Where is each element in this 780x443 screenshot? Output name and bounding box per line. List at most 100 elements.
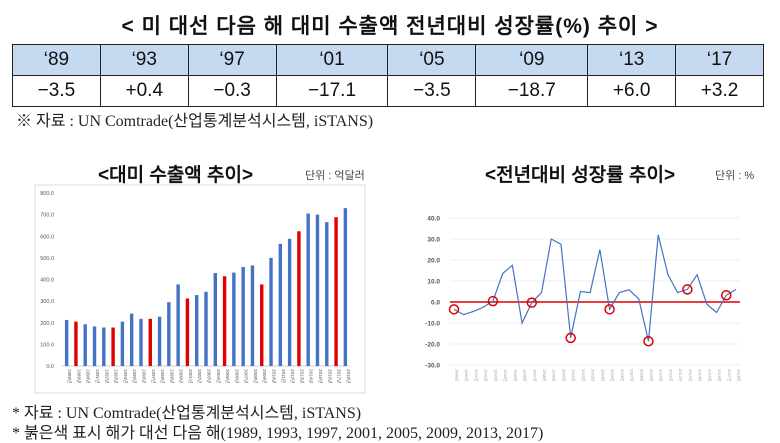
highlight-marker [721, 290, 732, 301]
table-value-cell: +0.4 [99, 75, 189, 107]
x-tick-label: 2009년 [649, 369, 655, 382]
x-tick-label: 1991년 [95, 369, 101, 383]
bar [241, 266, 245, 366]
x-tick-label: 2017년 [727, 369, 733, 382]
x-tick-label: 1998년 [542, 369, 548, 382]
bar [148, 318, 152, 366]
bar-chart-title: <대미 수출액 추이> [98, 165, 254, 186]
bar [334, 217, 338, 366]
growth-table: ‘89 ‘93 ‘97 ‘01 ‘05 ‘09 ‘13 ‘17 −3.5 +0.4 −0.3 −17… [12, 44, 764, 107]
x-tick-label: 2016년 [327, 369, 333, 383]
x-tick-label: 2018년 [346, 369, 352, 383]
bar [204, 291, 208, 366]
y-tick-label: 600.0 [40, 234, 54, 240]
x-tick-label: 1995년 [132, 369, 138, 383]
bar [213, 273, 217, 366]
bar [129, 313, 134, 366]
bar [195, 295, 199, 366]
x-tick-label: 2001년 [188, 369, 194, 383]
table-year-cell: ‘97 [187, 44, 277, 76]
x-tick-label: 1989년 [455, 369, 461, 382]
x-tick-label: 1996년 [523, 369, 529, 382]
x-tick-label: 2004년 [216, 369, 222, 383]
bar [74, 321, 78, 366]
x-tick-label: 2007년 [630, 369, 636, 382]
x-tick-label: 2002년 [197, 369, 203, 383]
bar [139, 318, 143, 366]
table-year-cell: ‘17 [675, 44, 764, 76]
x-tick-label: 2007년 [244, 369, 250, 383]
x-tick-label: 1990년 [464, 369, 470, 382]
bar [343, 208, 348, 366]
bar [250, 265, 255, 366]
x-tick-label: 2002년 [581, 369, 587, 382]
x-tick-label: 1990년 [86, 369, 92, 383]
bar-chart-unit: 단위 : 억달러 [305, 170, 365, 182]
highlight-marker [448, 304, 460, 315]
x-tick-label: 1994년 [123, 369, 129, 383]
bar [278, 243, 283, 366]
x-tick-label: 2006년 [234, 369, 240, 383]
table-value-cell: −18.7 [475, 75, 589, 107]
x-tick-label: 2015년 [707, 369, 713, 382]
x-tick-label: 1996년 [141, 369, 147, 383]
x-tick-label: 1993년 [114, 369, 120, 383]
x-tick-label: 2011년 [281, 369, 287, 383]
x-tick-label: 1991년 [474, 369, 480, 382]
x-tick-label: 1993년 [493, 369, 499, 382]
footnote-source: * 자료 : UN Comtrade(산업통계분석시스템, iSTANS) [12, 405, 362, 422]
x-tick-label: 2000년 [561, 369, 567, 382]
x-tick-label: 2017년 [337, 369, 343, 383]
table-year-cell: ‘89 [12, 44, 101, 76]
x-tick-label: 2012년 [290, 369, 296, 383]
x-tick-label: 2001년 [571, 369, 577, 382]
table-value-cell: +6.0 [587, 75, 677, 107]
series-line [453, 234, 737, 342]
y-tick-label: -10.0 [425, 321, 440, 328]
table-year-cell: ‘93 [99, 44, 189, 76]
x-tick-label: 1995년 [513, 369, 519, 382]
x-tick-label: 2010년 [659, 369, 665, 382]
y-tick-label: 700.0 [40, 213, 54, 219]
y-tick-label: 0.0 [431, 300, 440, 307]
x-tick-label: 2015년 [318, 369, 324, 383]
y-tick-label: 10.0 [427, 279, 440, 286]
table-year-cell: ‘13 [587, 44, 677, 76]
y-tick-label: 20.0 [427, 258, 440, 265]
y-tick-label: 800.0 [40, 191, 54, 197]
y-tick-label: 300.0 [40, 299, 54, 305]
bar [111, 327, 115, 366]
line-chart-unit: 단위 : % [715, 170, 755, 182]
chart-frame [34, 184, 366, 394]
x-tick-label: 2012년 [678, 369, 684, 382]
y-tick-label: 200.0 [40, 321, 54, 327]
table-year-cell: ‘01 [275, 44, 389, 76]
bar [64, 319, 69, 366]
x-tick-label: 1997년 [151, 369, 157, 383]
highlight-marker [682, 284, 693, 295]
x-tick-label: 2014년 [698, 369, 704, 382]
x-tick-label: 1992년 [484, 369, 490, 382]
x-tick-label: 1988년 [67, 369, 73, 383]
highlight-marker [643, 336, 654, 347]
y-tick-label: 0.0 [46, 364, 54, 370]
x-tick-label: 1994년 [503, 369, 509, 382]
x-tick-label: 1997년 [532, 369, 538, 382]
bar [167, 302, 171, 366]
table-value-cell: −17.1 [275, 75, 389, 107]
table-value-cell: −3.5 [12, 75, 101, 107]
x-tick-label: 2010년 [272, 369, 278, 383]
x-tick-label: 2000년 [179, 369, 185, 383]
x-tick-label: 2016년 [717, 369, 723, 382]
y-tick-label: -20.0 [425, 342, 440, 349]
source-note-top: ※ 자료 : UN Comtrade(산업통계분석시스템, iSTANS) [16, 113, 374, 130]
x-tick-label: 2008년 [639, 369, 645, 382]
x-tick-label: 1992년 [104, 369, 110, 383]
x-tick-label: 2011년 [668, 369, 674, 382]
bar-chart: 0.0 100.0 200.0 300.0 400.0 500.0 600.0 700.0 80… [34, 184, 366, 394]
bar [297, 231, 301, 366]
y-tick-label: 500.0 [40, 256, 54, 262]
x-tick-label: 1998년 [160, 369, 166, 383]
table-year-cell: ‘09 [475, 44, 589, 76]
